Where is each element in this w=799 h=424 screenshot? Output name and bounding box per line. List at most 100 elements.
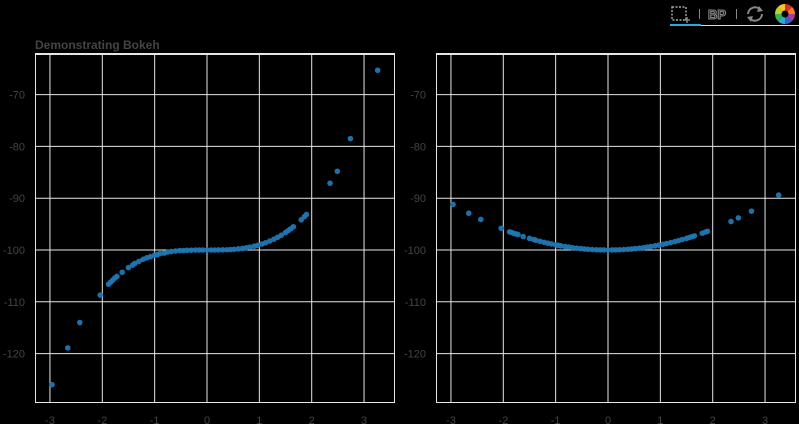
x-tick-label: 0 [204,415,210,424]
data-point [374,67,381,74]
data-point [200,247,206,253]
data-point [278,232,285,238]
data-point [131,260,138,267]
data-point [605,247,611,253]
data-point [125,264,132,271]
box-zoom-icon [671,6,690,23]
y-tick-label: -110 [405,297,426,309]
x-tick-label: 3 [762,415,768,424]
data-point [589,246,596,253]
x-tick-label: 1 [256,415,262,424]
plot-frame [35,54,395,403]
data-point [636,245,643,251]
y-tick-label: -100 [404,245,426,257]
data-point [548,241,555,247]
data-point [704,228,711,235]
chart-title: Demonstrating Bokeh [35,38,160,52]
data-point [632,245,639,252]
data-point [477,216,484,223]
reset-icon [747,6,763,22]
active-tool-indicator [670,24,701,26]
plot-frame [436,54,796,403]
data-point [168,248,175,255]
data-point [450,201,456,208]
data-point [290,223,297,230]
bokeh-logo[interactable] [773,2,797,26]
data-point [76,319,83,326]
plot-toolbar: BP [669,0,799,28]
data-point [691,233,698,239]
y-tick-label: -120 [404,349,426,361]
y-tick-label: -90 [9,193,25,205]
x-tick-label: -3 [446,415,456,424]
data-point [136,258,142,265]
y-tick-label: -80 [410,141,426,153]
data-point [219,247,226,253]
data-point [569,244,576,251]
data-point [585,246,591,253]
grid-lines [436,54,795,402]
x-tick-label: -2 [97,415,107,424]
data-point [334,168,341,175]
x-tick-label: 0 [605,415,611,424]
data-point [235,246,242,252]
reset-tool[interactable] [743,2,767,26]
data-point [616,246,623,253]
x-tick-label: 3 [361,415,367,424]
y-tick-label: -80 [9,141,25,153]
y-tick-label: -70 [9,90,25,102]
pan-icon: BP [707,6,726,22]
x-tick-label: -2 [498,415,508,424]
pan-tool[interactable]: BP [706,2,730,26]
plot-canvas[interactable]: -70 -80 -90 -100 -110 -120 -3 -2 -1 0 1 2 3 [0,0,400,424]
x-tick-label: -3 [45,415,55,424]
data-point [735,215,742,221]
data-point [49,381,55,388]
x-tick-label: -1 [150,415,160,424]
data-point [655,242,662,248]
y-tick-label: -70 [410,90,426,102]
data-point [620,246,627,253]
data-point [64,345,71,351]
data-point [215,247,222,253]
data-point [157,250,163,257]
data-point [601,247,607,253]
x-tick-label: 2 [309,415,315,424]
data-point [347,135,354,142]
data-point [537,238,543,245]
toolbar-separator [699,9,700,19]
data-point [184,247,190,254]
data-point [558,243,564,249]
scatter-points [49,67,381,388]
scatter-plot-cubic[interactable]: -70 -80 -90 -100 -110 -120 -3 -2 -1 0 1 2 3 [0,0,400,424]
svg-text:BP: BP [708,7,726,22]
data-point [775,192,782,198]
data-point [668,239,674,246]
scatter-plot-quadratic[interactable]: -70 -80 -90 -100 -110 -120 -3 -2 -1 0 1 2 3 [401,0,799,424]
y-tick-label: -90 [410,193,426,205]
y-tick-label: -100 [3,245,25,257]
data-point [748,208,755,214]
y-tick-label: -120 [3,349,25,361]
bokeh-logo-icon [775,4,795,24]
data-point [498,225,505,232]
data-point [231,246,238,253]
box-zoom-tool[interactable] [669,2,693,26]
data-point [532,237,539,243]
data-point [262,239,269,246]
data-point [267,238,273,244]
data-point [728,218,734,225]
data-point [520,233,526,240]
data-point [573,245,580,251]
data-point [303,211,310,218]
data-point [648,243,654,250]
y-tick-label: -110 [4,297,25,309]
data-point [515,231,521,238]
x-tick-label: 1 [657,415,663,424]
data-point [119,269,125,276]
plot-canvas[interactable]: -70 -80 -90 -100 -110 -120 -3 -2 -1 0 1 2 3 [401,0,799,424]
data-point [114,273,120,280]
x-tick-label: -1 [551,415,561,424]
data-point [465,210,472,217]
toolbar-divider [701,25,799,26]
